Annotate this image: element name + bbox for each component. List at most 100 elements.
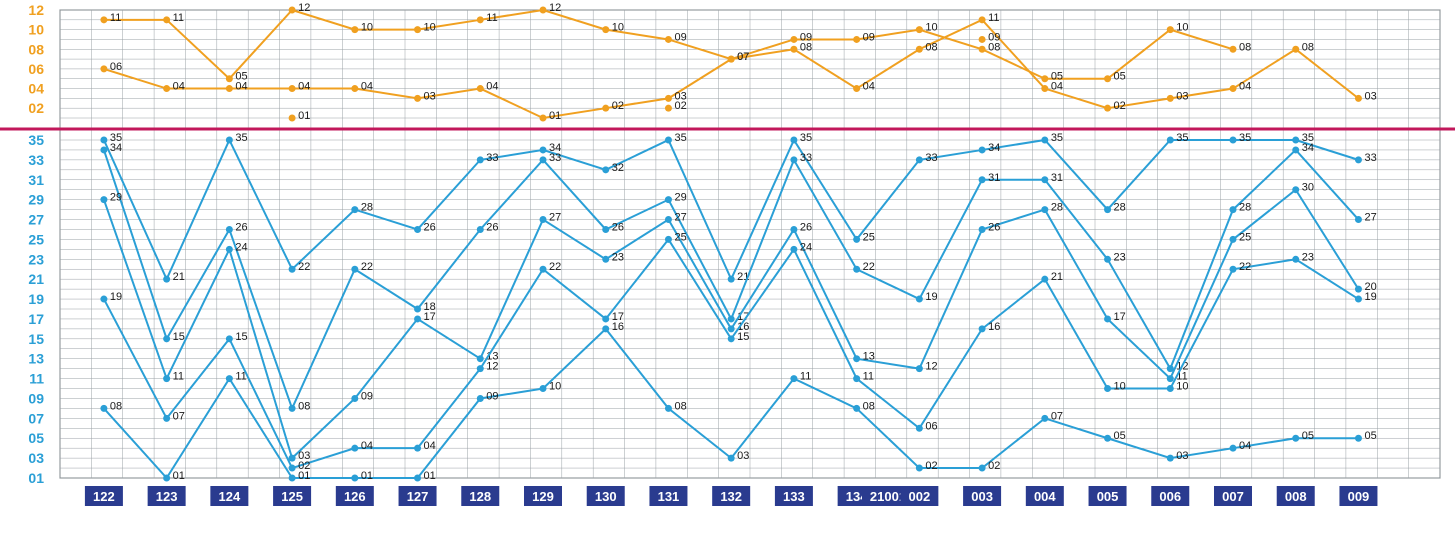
point-label: 34 [110, 142, 122, 154]
series-point [853, 85, 860, 92]
series-point [540, 7, 547, 14]
point-label: 11 [173, 371, 184, 383]
series-point [226, 246, 233, 253]
series-point [1041, 137, 1048, 144]
point-label: 31 [1051, 172, 1063, 184]
x-category-label: 125 [281, 489, 303, 504]
series-point [477, 85, 484, 92]
point-label: 31 [988, 172, 1000, 184]
x-category-label: 128 [469, 489, 491, 504]
series-point [477, 156, 484, 163]
point-label: 33 [800, 152, 812, 164]
series-point [1292, 256, 1299, 263]
series-point [1292, 46, 1299, 53]
point-label: 26 [235, 221, 247, 233]
series-point [100, 146, 107, 153]
point-label: 04 [486, 81, 498, 93]
point-label: 09 [486, 390, 498, 402]
series-point [665, 36, 672, 43]
y-tick-bottom: 35 [28, 132, 44, 148]
series-point [163, 85, 170, 92]
point-label: 11 [863, 371, 874, 383]
point-label: 24 [235, 241, 247, 253]
series-point [979, 46, 986, 53]
point-label: 10 [925, 22, 937, 34]
series-point [1355, 435, 1362, 442]
series-point [163, 335, 170, 342]
series-point [414, 306, 421, 313]
point-label: 02 [925, 460, 937, 472]
point-label: 04 [1239, 81, 1251, 93]
point-label: 10 [361, 22, 373, 34]
series-point [853, 266, 860, 273]
y-tick-top: 10 [28, 22, 44, 38]
point-label: 19 [925, 291, 937, 303]
series-point [602, 226, 609, 233]
series-point [1355, 156, 1362, 163]
point-label: 33 [549, 152, 561, 164]
point-label: 05 [1302, 430, 1314, 442]
series-point [1355, 95, 1362, 102]
x-category-label: 003 [971, 489, 993, 504]
series-point [1230, 46, 1237, 53]
point-label: 11 [800, 371, 811, 383]
point-label: 26 [988, 221, 1000, 233]
point-label: 01 [173, 470, 185, 482]
series-point [1167, 385, 1174, 392]
point-label: 16 [612, 321, 624, 333]
series-point [1041, 75, 1048, 82]
point-label: 10 [612, 22, 624, 34]
series-point [477, 355, 484, 362]
series-point [226, 85, 233, 92]
x-category-label: 130 [595, 489, 617, 504]
point-label: 08 [1302, 41, 1314, 53]
series-point [289, 7, 296, 14]
point-label: 23 [1302, 251, 1314, 263]
series-point [477, 365, 484, 372]
point-label: 11 [988, 12, 999, 24]
series-point [1292, 186, 1299, 193]
y-tick-bottom: 21 [28, 271, 44, 287]
series-line [104, 239, 1359, 468]
point-label: 04 [361, 81, 373, 93]
series-point [163, 475, 170, 482]
point-label: 35 [1176, 132, 1188, 144]
series-point [414, 226, 421, 233]
series-point [790, 137, 797, 144]
series-point [351, 26, 358, 33]
series-point [916, 365, 923, 372]
point-label: 22 [549, 261, 561, 273]
series-point [853, 375, 860, 382]
point-label: 02 [612, 100, 624, 112]
series-point [540, 266, 547, 273]
series-point [790, 226, 797, 233]
point-label: 01 [361, 470, 373, 482]
point-label: 34 [988, 142, 1000, 154]
y-tick-bottom: 19 [28, 291, 44, 307]
series-point [1167, 455, 1174, 462]
series-point [665, 137, 672, 144]
point-label: 04 [863, 81, 875, 93]
series-point [728, 276, 735, 283]
series-point [226, 375, 233, 382]
point-label: 08 [863, 400, 875, 412]
series-point [1230, 236, 1237, 243]
point-label: 34 [1302, 142, 1314, 154]
y-tick-bottom: 09 [28, 390, 44, 406]
y-tick-top: 06 [28, 61, 44, 77]
point-label: 04 [1051, 81, 1063, 93]
series-point [289, 465, 296, 472]
series-point [163, 276, 170, 283]
x-category-label: 009 [1348, 489, 1370, 504]
series-point [1167, 95, 1174, 102]
point-label: 21 [173, 271, 185, 283]
y-tick-bottom: 03 [28, 450, 44, 466]
point-label: 19 [110, 291, 122, 303]
point-label: 12 [925, 361, 937, 373]
point-label: 32 [612, 162, 624, 174]
point-label: 19 [1364, 291, 1376, 303]
point-label: 05 [1114, 430, 1126, 442]
series-point [100, 16, 107, 23]
series-point [602, 315, 609, 322]
series-point [1104, 105, 1111, 112]
